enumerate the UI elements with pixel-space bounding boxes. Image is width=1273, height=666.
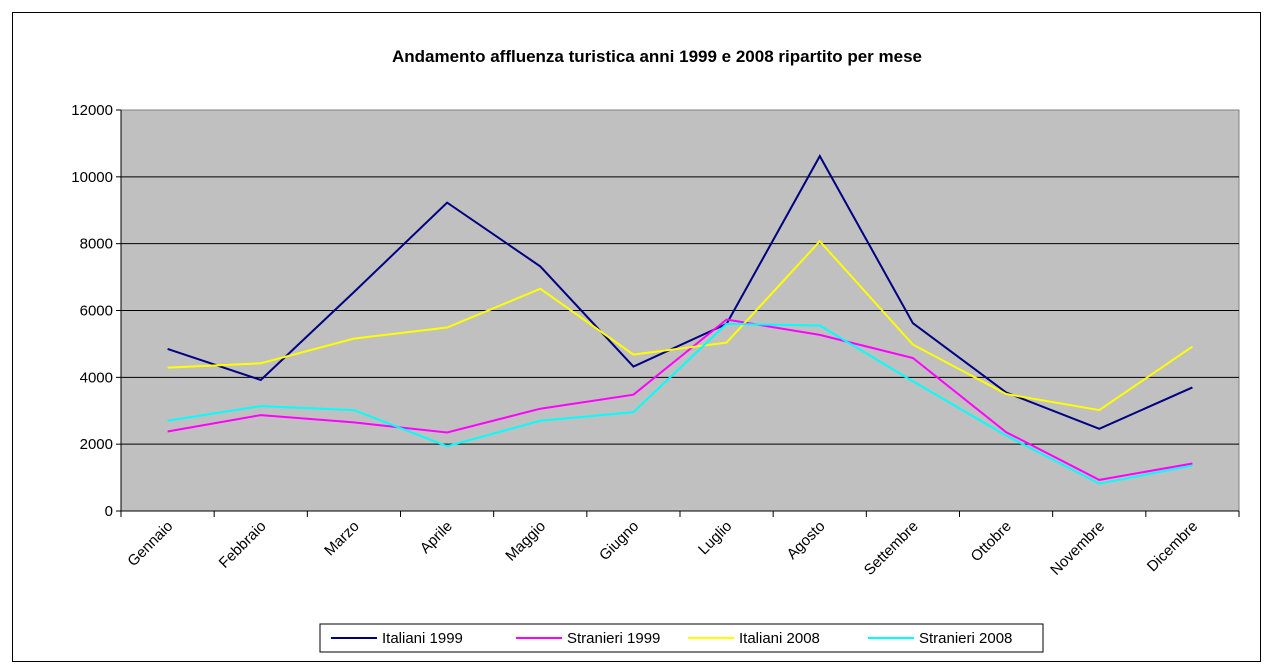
series-line-0 (167, 154, 1193, 430)
chart-title: Andamento affluenza turistica anni 1999 … (392, 47, 922, 66)
series-line-3 (167, 322, 1193, 485)
x-tick-label: Settembre (861, 518, 922, 579)
x-tick-label: Agosto (784, 518, 829, 563)
x-tick-label: Novembre (1047, 518, 1108, 579)
chart-area: Andamento affluenza turistica anni 1999 … (12, 12, 1261, 662)
gridlines (121, 176, 1239, 445)
x-tick-label: Maggio (502, 518, 549, 565)
y-tick-label: 4000 (80, 369, 113, 386)
x-tick-label: Febbraio (216, 518, 270, 572)
series-line-1 (167, 318, 1193, 481)
y-tick-label: 6000 (80, 303, 113, 320)
x-tick-label: Aprile (417, 518, 456, 557)
line-chart: Andamento affluenza turistica anni 1999 … (71, 47, 1240, 653)
legend-label: Stranieri 2008 (919, 630, 1012, 647)
legend-label: Italiani 1999 (382, 630, 463, 647)
x-tick-label: Ottobre (968, 518, 1015, 565)
y-tick-label: 12000 (71, 102, 113, 119)
legend: Italiani 1999 Stranieri 1999 Italiani 2008… (319, 623, 1044, 653)
series-lines (167, 154, 1193, 485)
series-line-2 (167, 239, 1193, 412)
x-tick-label: Gennaio (124, 518, 176, 570)
y-tick-label: 0 (105, 503, 113, 520)
x-tick-label: Marzo (321, 518, 362, 559)
x-tick-label: Giugno (596, 518, 642, 564)
x-tick-label: Dicembre (1144, 518, 1201, 575)
x-tick-label: Luglio (695, 518, 735, 558)
y-tick-label: 8000 (80, 236, 113, 253)
legend-label: Italiani 2008 (739, 630, 820, 647)
legend-label: Stranieri 1999 (567, 630, 660, 647)
y-tick-label: 2000 (80, 436, 113, 453)
legend-box (319, 623, 1044, 653)
y-tick-label: 10000 (71, 169, 113, 186)
